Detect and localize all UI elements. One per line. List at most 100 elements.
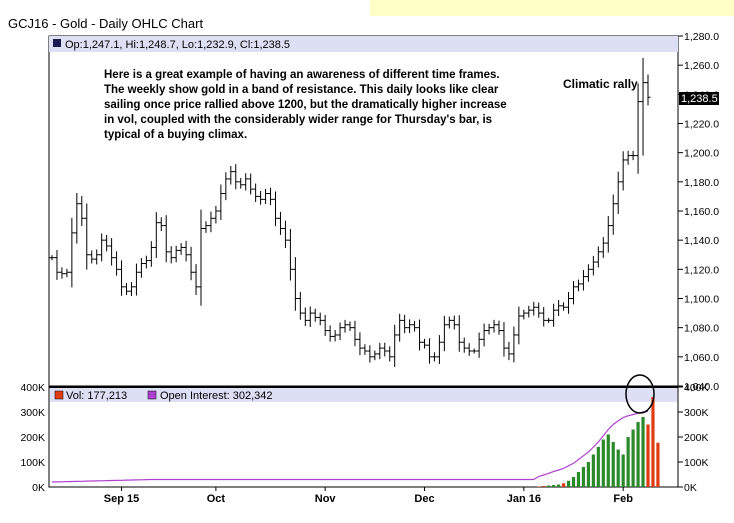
ohlc-bar xyxy=(446,316,452,329)
volume-bar xyxy=(611,442,615,487)
price-axis: 1,280.01,260.01,240.01,220.01,200.01,180… xyxy=(678,31,719,393)
ohlc-bar xyxy=(352,320,358,347)
ohlc-bar xyxy=(402,314,408,334)
ohlc-bar xyxy=(99,233,105,262)
ohlc-bar xyxy=(193,264,199,295)
volume-bar xyxy=(601,439,605,487)
price-tick-label: 1,260.0 xyxy=(684,60,719,72)
ohlc-bar xyxy=(302,307,308,326)
volume-bar xyxy=(586,462,590,487)
volume-bar xyxy=(621,454,625,487)
chart-title: GCJ16 - Gold - Daily OHLC Chart xyxy=(8,16,203,31)
ohlc-bar xyxy=(526,305,532,318)
ohlc-bar xyxy=(436,335,442,364)
price-tick-label: 1,140.0 xyxy=(684,235,719,247)
ohlc-bar xyxy=(109,238,115,266)
volume-bar xyxy=(656,442,660,487)
ohlc-bar xyxy=(571,281,576,305)
volume-bar xyxy=(616,449,620,487)
ohlc-bar xyxy=(531,301,537,316)
ohlc-bar xyxy=(566,291,572,314)
ohlc-bar xyxy=(546,317,552,323)
ohlc-bar xyxy=(188,246,194,281)
ohlc-bar xyxy=(183,240,189,262)
volume-bar xyxy=(596,447,600,487)
volume-tick-label-right: 0K xyxy=(684,482,697,494)
last-price-tag: 1,238.5 xyxy=(681,93,718,105)
ohlc-bar xyxy=(218,184,224,220)
ohlc-bar xyxy=(595,246,601,268)
ohlc-bar xyxy=(496,320,502,335)
ohlc-bar xyxy=(431,352,437,362)
volume-bar xyxy=(561,483,566,487)
ohlc-bar xyxy=(456,315,462,352)
ohlc-bar xyxy=(173,245,179,263)
ohlc-bar xyxy=(337,322,343,341)
ohlc-bar xyxy=(178,243,184,255)
ohlc-bar xyxy=(292,257,298,311)
ohlc-bar xyxy=(253,183,259,203)
ohlc-bar xyxy=(451,315,457,330)
ohlc-bar xyxy=(168,246,174,264)
x-tick-label: Nov xyxy=(315,493,337,505)
ohlc-bar xyxy=(367,345,373,363)
ohlc-bar xyxy=(332,329,338,342)
price-tick-label: 1,200.0 xyxy=(684,148,719,160)
ohlc-bar xyxy=(412,320,418,332)
volume-bar xyxy=(581,467,586,487)
volume-bar xyxy=(631,429,635,487)
volume-bar xyxy=(566,480,571,487)
ohlc-bar xyxy=(84,203,90,270)
ohlc-bar xyxy=(615,171,621,214)
price-tick-label: 1,180.0 xyxy=(684,177,719,189)
ohlc-bar xyxy=(422,338,427,349)
volume-tick-label-left: 100K xyxy=(20,457,45,469)
commentary-line: sailing once price rallied above 1200, b… xyxy=(104,99,507,111)
volume-bar xyxy=(537,486,541,487)
ohlc-bar xyxy=(138,257,144,278)
ohlc-bar xyxy=(243,173,249,191)
price-tick-label: 1,060.0 xyxy=(684,352,719,364)
volume-bar xyxy=(591,454,595,487)
ohlc-bar xyxy=(297,291,303,320)
volume-tick-label-right: 100K xyxy=(684,457,709,469)
ohlc-bar xyxy=(501,322,507,357)
ohlc-bar xyxy=(119,260,125,296)
price-tick-label: 1,160.0 xyxy=(684,206,719,218)
ohlc-bar xyxy=(198,209,204,306)
ohlc-bar xyxy=(561,302,567,311)
ohlc-bar xyxy=(387,346,393,362)
ohlc-bar xyxy=(635,83,641,174)
ohlc-bar xyxy=(327,325,333,342)
ohlc-bar xyxy=(128,282,134,297)
ohlc-bar xyxy=(312,308,318,322)
volume-bars xyxy=(537,397,660,487)
commentary-line: in vol, coupled with the considerably wi… xyxy=(104,114,492,126)
ohlc-bar xyxy=(59,267,65,279)
ohlc-bar xyxy=(307,306,313,328)
ohlc-bar xyxy=(491,319,497,333)
ohlc-bar xyxy=(362,344,368,355)
ohlc-bar xyxy=(342,319,348,333)
volume-tick-label-right: 200K xyxy=(684,432,709,444)
ohlc-bar xyxy=(143,255,149,269)
commentary: Here is a great example of having an awa… xyxy=(104,69,507,141)
legend-bar xyxy=(49,36,678,52)
volume-tick-label-left: 300K xyxy=(20,407,45,419)
x-axis: Sep 15 Oct Nov Dec Jan 16 Feb xyxy=(104,487,633,505)
ohlc-bar xyxy=(397,313,403,342)
ohlc-bar xyxy=(322,314,328,336)
volume-tick-label-left: 400K xyxy=(20,382,45,394)
ohlc-bar xyxy=(104,234,110,252)
vol-legend-swatch xyxy=(54,390,64,400)
ohlc-bar xyxy=(640,57,646,156)
ohlc-bar xyxy=(486,323,492,335)
ohlc-bar xyxy=(69,217,75,288)
climax-circle xyxy=(625,374,655,414)
ohlc-bar xyxy=(461,337,467,353)
ohlc-bar xyxy=(153,212,159,258)
ohlc-bar xyxy=(357,332,363,356)
ohlc-bar xyxy=(476,332,482,358)
volume-bar xyxy=(571,477,576,487)
